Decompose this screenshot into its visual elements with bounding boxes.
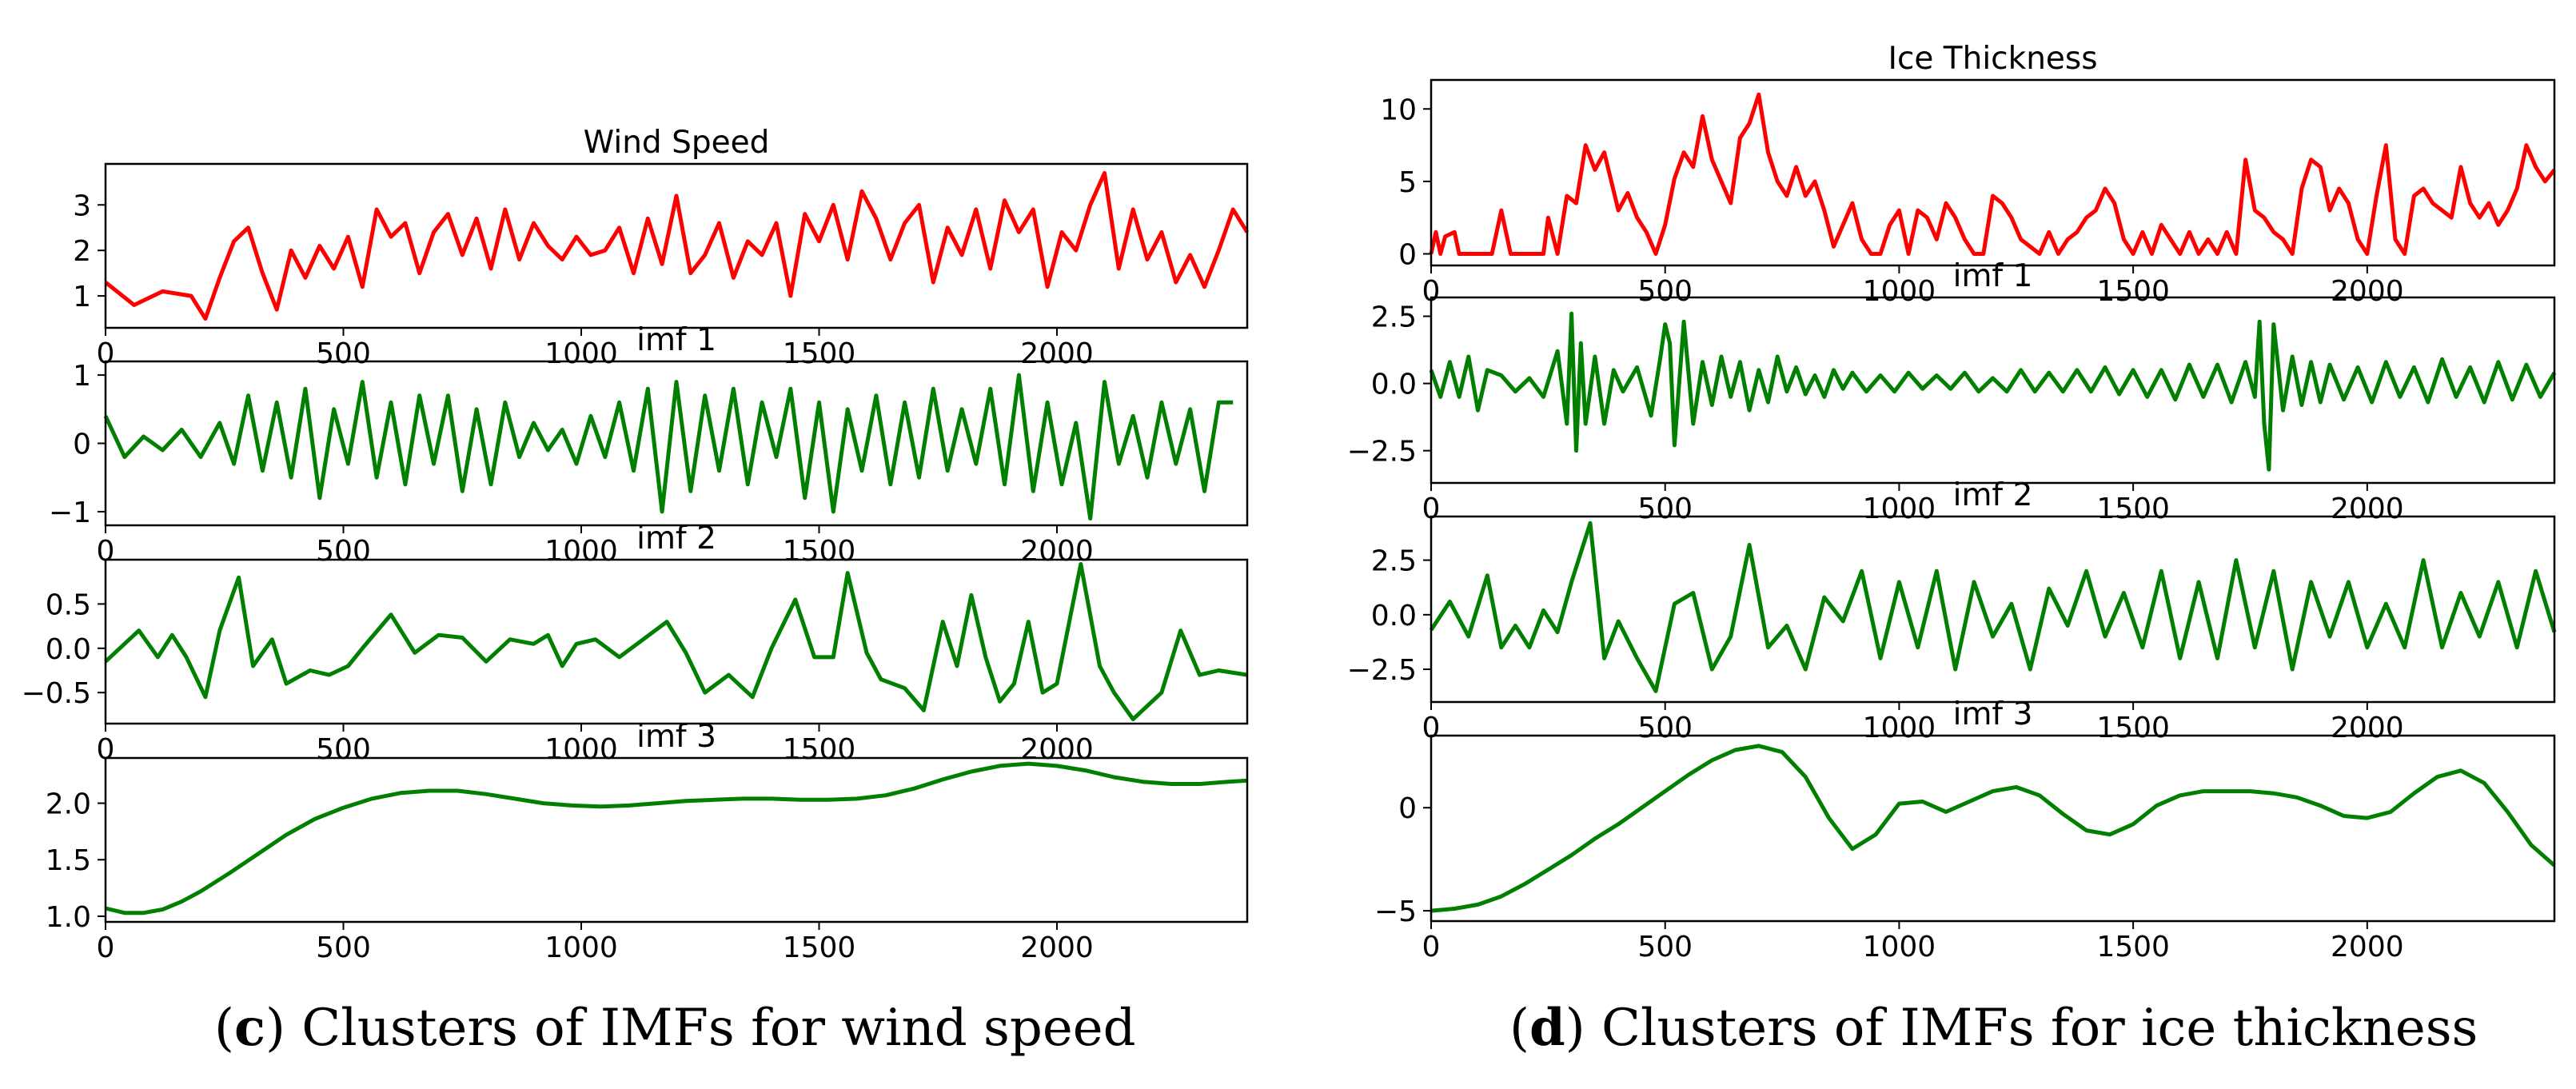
- x-tick-label: 500: [1637, 712, 1693, 744]
- subplot-title: imf 2: [1953, 477, 2033, 513]
- axes-frame: [1430, 78, 2556, 267]
- axes-frame: [104, 162, 1249, 329]
- x-tick-label: 1500: [783, 535, 856, 568]
- x-tick-label: 1000: [544, 931, 618, 964]
- y-tick-label: 1.5: [46, 844, 91, 877]
- caption-c-letter: c: [233, 998, 265, 1058]
- subplot-title: imf 1: [636, 322, 716, 358]
- x-tick-label: 500: [316, 733, 371, 766]
- panel-d-ice-thickness: Ice Thickness 0 500 1000 1500 2000 0 5 10 imf 1 0 5…: [1347, 41, 2557, 963]
- x-tick-label: 0: [1422, 931, 1441, 963]
- y-tick-label: 5: [1398, 166, 1417, 199]
- x-tick-label: 0: [97, 931, 115, 964]
- x-tick-label: 2000: [2331, 493, 2404, 525]
- x-tick-label: 2000: [1020, 733, 1094, 766]
- caption-d: (d) Clusters of IMFs for ice thickness: [1509, 998, 2478, 1058]
- x-tick-label: 1500: [2096, 931, 2170, 963]
- y-tick-label: −0.5: [22, 677, 91, 710]
- y-tick-label: 3: [73, 189, 91, 222]
- x-tick-label: 1500: [2096, 493, 2170, 525]
- y-tick-label: 0: [73, 429, 91, 461]
- x-tick-label: 500: [1637, 931, 1693, 963]
- x-tick-label: 1000: [1863, 493, 1936, 525]
- subplot-title: Ice Thickness: [1888, 41, 2097, 77]
- x-tick-label: 500: [1637, 493, 1693, 525]
- x-tick-label: 1000: [1863, 712, 1936, 744]
- x-tick-label: 2000: [2331, 931, 2404, 963]
- x-tick-label: 1000: [544, 733, 618, 766]
- subplot-title: imf 3: [636, 719, 716, 755]
- subplot-c-1: imf 10 500 1000 1500 2000−101: [49, 322, 1249, 568]
- series-line: [105, 761, 1248, 915]
- x-tick-label: 500: [316, 931, 371, 964]
- series-line: [104, 170, 1250, 321]
- x-tick-label: 2000: [1020, 535, 1094, 568]
- subplot-c-2: imf 20 500 1000 1500 2000−0.50.00.5: [22, 521, 1249, 766]
- x-tick-label: 1500: [783, 733, 856, 766]
- axes-frame: [1430, 296, 2556, 485]
- subplot-d-0: Ice Thickness 0 500 1000 1500 2000 0 5 10: [1380, 41, 2556, 308]
- y-tick-label: 0: [1398, 792, 1417, 825]
- x-tick-label: 1500: [2096, 275, 2170, 308]
- x-tick-label: 2000: [2331, 712, 2404, 744]
- y-tick-label: 1: [73, 281, 91, 313]
- series-line: [1429, 311, 2557, 472]
- x-tick-label: 0: [1422, 275, 1441, 308]
- x-tick-label: 1500: [783, 337, 856, 370]
- x-tick-label: 1000: [544, 535, 618, 568]
- caption-c: (c) Clusters of IMFs for wind speed: [214, 998, 1136, 1058]
- axes-frame: [104, 756, 1249, 923]
- y-tick-label: 2.0: [46, 788, 91, 821]
- y-tick-label: −1: [49, 497, 91, 529]
- subplot-d-2: imf 20 500 1000 1500 2000−2.50.02.5: [1347, 477, 2557, 744]
- caption-d-text: Clusters of IMFs for ice thickness: [1601, 999, 2478, 1058]
- x-tick-label: 500: [316, 535, 371, 568]
- y-tick-label: 0.5: [46, 588, 91, 621]
- caption-c-text: Clusters of IMFs for wind speed: [301, 999, 1136, 1058]
- x-tick-label: 1000: [1863, 931, 1936, 963]
- subplot-c-3: imf 3 0 500 1000 1500 2000 1.0 1.5 2.0: [46, 719, 1249, 964]
- x-tick-label: 2000: [2331, 275, 2404, 308]
- subplot-title: Wind Speed: [584, 125, 770, 161]
- y-tick-label: 1: [73, 360, 91, 393]
- y-tick-label: 0.0: [1371, 369, 1417, 401]
- y-tick-label: 0: [1398, 239, 1417, 272]
- caption-d-letter: d: [1529, 998, 1565, 1058]
- subplot-title: imf 3: [1953, 696, 2033, 732]
- y-tick-label: 0.0: [46, 633, 91, 666]
- y-tick-label: −5: [1374, 896, 1417, 928]
- subplot-d-3: imf 30 500 1000 1500 2000−50: [1374, 696, 2556, 963]
- series-line: [1430, 744, 2556, 913]
- y-tick-label: 2.5: [1371, 301, 1417, 334]
- x-tick-label: 2000: [1020, 337, 1094, 370]
- series-line: [103, 373, 1234, 521]
- x-tick-label: 500: [1637, 275, 1693, 308]
- y-tick-label: −2.5: [1347, 654, 1417, 687]
- series-line: [1429, 92, 2556, 256]
- x-tick-label: 1500: [783, 931, 856, 964]
- x-tick-label: 1000: [544, 337, 618, 370]
- x-tick-label: 1500: [2096, 712, 2170, 744]
- series-line: [104, 562, 1248, 721]
- subplot-title: imf 2: [636, 521, 716, 556]
- y-tick-label: 0.0: [1371, 600, 1417, 632]
- y-tick-label: 2.5: [1371, 545, 1417, 578]
- y-tick-label: 2: [73, 235, 91, 268]
- y-tick-label: 10: [1380, 94, 1417, 126]
- x-tick-label: 500: [316, 337, 371, 370]
- series-line: [1429, 521, 2557, 693]
- x-tick-label: 2000: [1020, 931, 1094, 964]
- y-tick-label: −2.5: [1347, 436, 1417, 469]
- axes-frame: [1430, 734, 2556, 923]
- axes-frame: [104, 558, 1249, 725]
- axes-frame: [1430, 515, 2556, 704]
- subplot-title: imf 1: [1953, 258, 2033, 294]
- y-tick-label: 1.0: [46, 901, 91, 934]
- subplot-d-1: imf 1 0 500 1000 1500 2000 −2.5 0.0 2.5: [1347, 258, 2557, 525]
- x-tick-label: 1000: [1863, 275, 1936, 308]
